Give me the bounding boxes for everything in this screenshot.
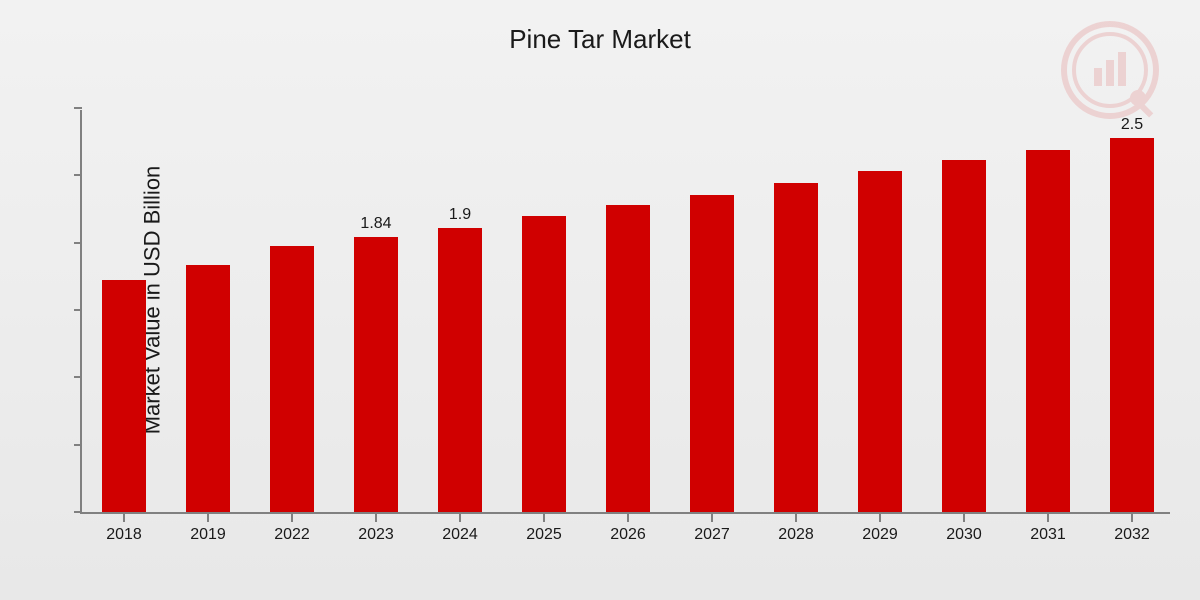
y-tick	[74, 174, 82, 176]
bar-group	[270, 246, 314, 512]
x-tick-label: 2024	[442, 526, 478, 544]
x-tick-label: 2023	[358, 526, 394, 544]
bar	[102, 280, 146, 512]
plot-area: 1.841.92.5 20182019202220232024202520262…	[80, 110, 1170, 514]
bar-group: 1.84	[354, 237, 398, 512]
bars-container: 1.84 1.9 2.5	[82, 110, 1170, 512]
x-tick	[543, 514, 545, 522]
y-tick	[74, 107, 82, 109]
bar	[270, 246, 314, 512]
bar	[690, 195, 734, 512]
bar-group	[186, 265, 230, 512]
x-tick	[963, 514, 965, 522]
x-tick-label: 2027	[694, 526, 730, 544]
x-tick	[879, 514, 881, 522]
y-tick	[74, 511, 82, 513]
x-tick	[711, 514, 713, 522]
bar	[606, 205, 650, 512]
x-tick	[375, 514, 377, 522]
chart-title: Pine Tar Market	[0, 24, 1200, 55]
bar-group	[1026, 150, 1070, 512]
bar	[942, 160, 986, 512]
x-tick-label: 2022	[274, 526, 310, 544]
bar	[438, 228, 482, 512]
bar-value-label: 2.5	[1121, 116, 1143, 134]
x-tick-label: 2029	[862, 526, 898, 544]
x-tick-label: 2031	[1030, 526, 1066, 544]
x-tick	[123, 514, 125, 522]
bar-group	[606, 205, 650, 512]
bar-group	[522, 216, 566, 512]
bar-value-label: 1.84	[360, 215, 391, 233]
bar-group	[858, 171, 902, 512]
x-tick-label: 2030	[946, 526, 982, 544]
y-tick	[74, 444, 82, 446]
x-tick-label: 2032	[1114, 526, 1150, 544]
x-tick-label: 2018	[106, 526, 142, 544]
bar-group: 2.5	[1110, 138, 1154, 512]
bar	[858, 171, 902, 512]
bar-group	[942, 160, 986, 512]
y-tick	[74, 242, 82, 244]
x-tick	[795, 514, 797, 522]
x-tick-label: 2019	[190, 526, 226, 544]
x-tick	[1131, 514, 1133, 522]
x-tick	[291, 514, 293, 522]
y-tick	[74, 309, 82, 311]
x-tick-label: 2025	[526, 526, 562, 544]
y-tick	[74, 376, 82, 378]
bar	[774, 183, 818, 512]
bar	[1026, 150, 1070, 512]
bar-group: 1.9	[438, 228, 482, 512]
x-tick	[627, 514, 629, 522]
x-tick-label: 2028	[778, 526, 814, 544]
x-tick-label: 2026	[610, 526, 646, 544]
x-tick	[459, 514, 461, 522]
bar	[354, 237, 398, 512]
bar	[522, 216, 566, 512]
bar-group	[774, 183, 818, 512]
bar-value-label: 1.9	[449, 206, 471, 224]
bar-group	[690, 195, 734, 512]
bar	[186, 265, 230, 512]
x-tick	[1047, 514, 1049, 522]
bar-group	[102, 280, 146, 512]
x-tick	[207, 514, 209, 522]
bar	[1110, 138, 1154, 512]
